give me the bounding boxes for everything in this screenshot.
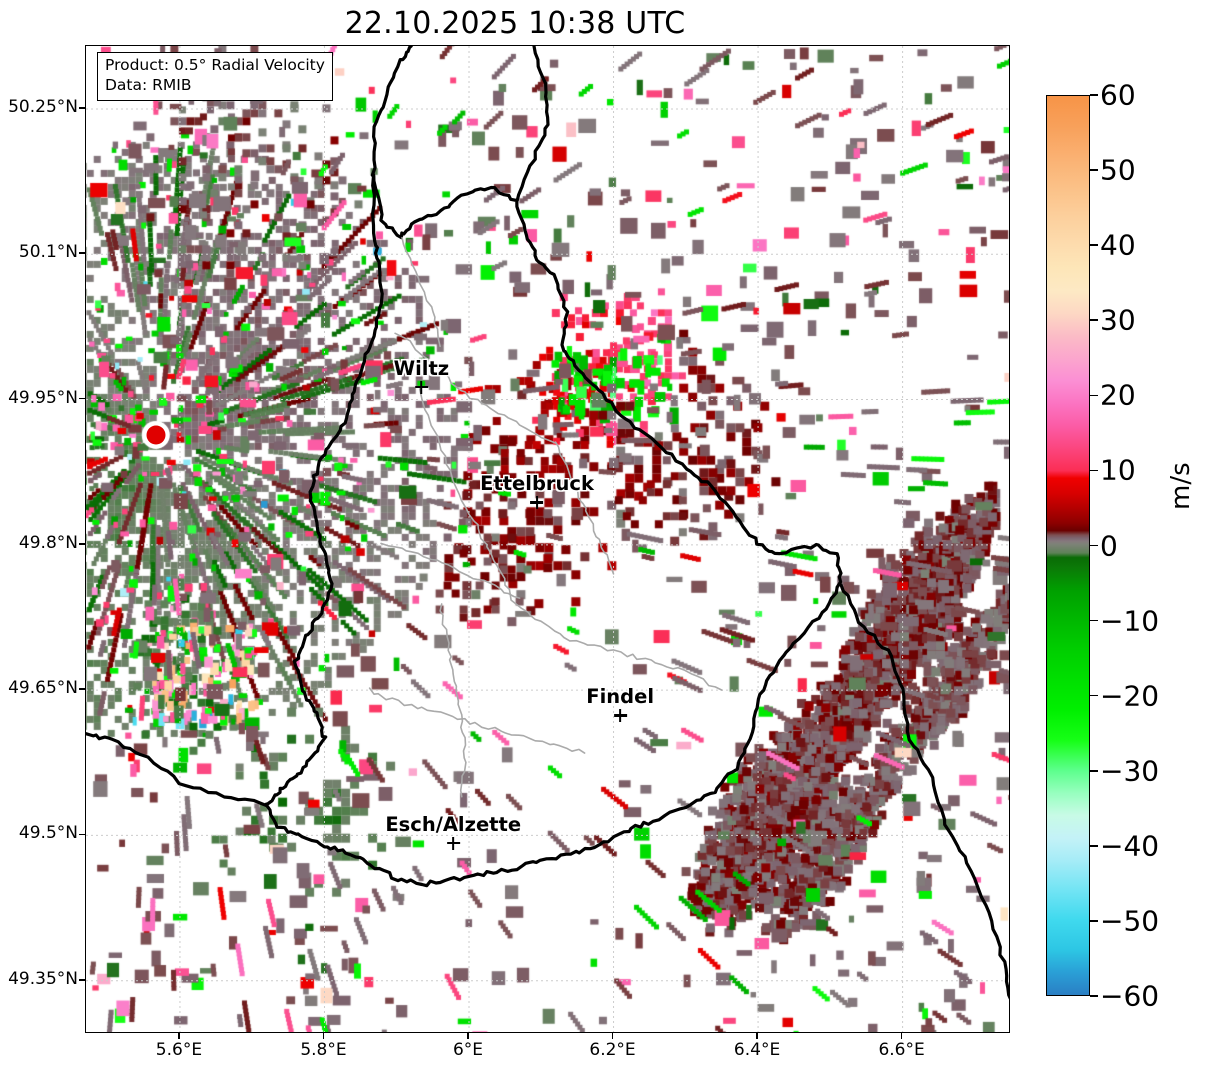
lon-tick-label: 5.6°E — [155, 1040, 203, 1060]
data-source-label: Data: RMIB — [105, 75, 192, 94]
lat-tick-label: 50.25°N — [8, 96, 78, 117]
district-border-northwest — [401, 236, 441, 348]
lat-tick-label: 49.35°N — [8, 968, 78, 989]
colorbar-tickmark — [1090, 469, 1098, 472]
lon-tickmark — [322, 1033, 325, 1039]
colorbar-tick-label: 0 — [1100, 529, 1118, 562]
colorbar-tick-label: 10 — [1100, 453, 1136, 487]
colorbar-tickmark — [1090, 694, 1098, 697]
colorbar-tickmark — [1090, 394, 1098, 397]
colorbar-tickmark — [1090, 619, 1098, 622]
district-border-north — [394, 332, 557, 444]
page-title: 22.10.2025 10:38 UTC — [344, 6, 686, 41]
colorbar-tickmark — [1090, 769, 1098, 772]
colorbar-tickmark — [1090, 995, 1098, 997]
colorbar-tick-label: −20 — [1100, 679, 1160, 713]
colorbar-unit-label: m/s — [1166, 462, 1196, 510]
product-label: Product: 0.5° Radial Velocity — [105, 56, 325, 74]
map-plot-area — [85, 45, 1010, 1033]
lat-tickmark — [79, 252, 85, 255]
lat-tickmark — [79, 543, 85, 545]
colorbar-tick-label: −60 — [1100, 979, 1160, 1013]
lat-tick-label: 49.5°N — [18, 823, 78, 844]
district-border-west — [380, 542, 521, 599]
colorbar-tickmark — [1090, 845, 1098, 847]
radar-site-marker — [146, 425, 166, 445]
lat-tickmark — [79, 978, 85, 981]
belgium-france-border-southwest — [86, 732, 269, 808]
lon-tickmark — [178, 1033, 180, 1039]
colorbar-tick-label: −50 — [1100, 904, 1160, 938]
lon-tickmark — [467, 1033, 469, 1039]
belgium-germany-border-north — [370, 46, 413, 177]
lat-tick-label: 49.65°N — [8, 678, 78, 699]
germany-france-border-southeast — [839, 583, 1009, 1000]
lat-tick-label: 49.95°N — [8, 387, 78, 408]
district-border-south — [439, 603, 467, 798]
map-vector-overlay — [86, 46, 1009, 1032]
district-border-east — [554, 441, 615, 575]
colorbar-tick-label: 20 — [1100, 378, 1136, 412]
colorbar-tickmark — [1090, 94, 1098, 96]
colorbar-tickmark — [1090, 319, 1098, 322]
colorbar-tickmark — [1090, 169, 1098, 171]
lon-tickmark — [611, 1033, 614, 1039]
colorbar-tick-label: 40 — [1100, 228, 1136, 262]
lon-tick-label: 6.6°E — [878, 1040, 925, 1060]
lat-tickmark — [79, 833, 85, 836]
belgium-germany-border-northeast — [515, 46, 550, 202]
product-info-box: Product: 0.5° Radial Velocity Data: RMIB — [97, 52, 333, 101]
colorbar-tick-label: 50 — [1100, 153, 1136, 187]
lon-tickmark — [756, 1033, 758, 1039]
lon-tickmark — [900, 1033, 903, 1039]
colorbar-tick-label: −40 — [1100, 829, 1160, 863]
colorbar — [1046, 95, 1090, 996]
colorbar-tickmark — [1090, 920, 1098, 922]
lat-tick-label: 49.8°N — [18, 532, 78, 553]
luxembourg-national-border — [264, 173, 843, 888]
lon-tick-label: 6.4°E — [733, 1040, 781, 1060]
colorbar-tickmark — [1090, 244, 1098, 246]
colorbar-tick-label: 60 — [1100, 78, 1136, 112]
colorbar-tick-label: −10 — [1100, 604, 1160, 638]
lat-tickmark — [79, 397, 85, 400]
lat-tick-label: 50.1°N — [18, 242, 78, 263]
district-border-central — [418, 388, 723, 691]
district-border-southwest — [368, 687, 586, 754]
lat-tickmark — [79, 107, 85, 109]
colorbar-tick-label: −30 — [1100, 754, 1160, 788]
lon-tick-label: 6.2°E — [589, 1040, 636, 1060]
lon-tick-label: 5.8°E — [300, 1040, 347, 1060]
lat-tickmark — [79, 688, 85, 690]
colorbar-tickmark — [1090, 544, 1098, 547]
colorbar-gradient — [1047, 96, 1089, 995]
radar-velocity-field — [86, 46, 1009, 1032]
lon-tick-label: 6°E — [452, 1040, 484, 1060]
colorbar-tick-label: 30 — [1100, 303, 1136, 337]
